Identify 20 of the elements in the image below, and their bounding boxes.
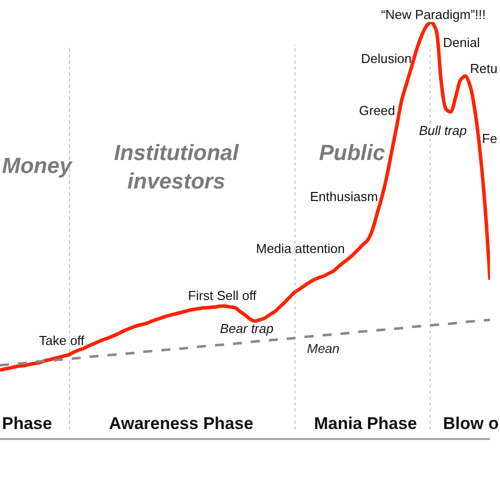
annotation: Media attention	[256, 241, 345, 256]
annotation: Enthusiasm	[310, 189, 378, 204]
annotation: Denial	[443, 35, 480, 50]
annotation: Money	[2, 153, 74, 178]
annotation: First Sell off	[188, 288, 257, 303]
annotation: Retu	[470, 61, 498, 76]
annotation: Mania Phase	[314, 414, 417, 433]
annotation: Blow o	[443, 414, 499, 433]
annotation: Bull trap	[419, 123, 467, 138]
annotation: Greed	[359, 103, 396, 118]
annotation: Public	[319, 140, 386, 165]
annotation: Bear trap	[220, 321, 274, 336]
annotation: Delusion	[361, 51, 412, 66]
annotation: Fe	[482, 131, 498, 146]
annotation: Phase	[2, 414, 52, 433]
annotation: Institutional investors	[114, 140, 240, 194]
series-label: Mean	[307, 341, 340, 356]
annotation: Awareness Phase	[109, 414, 254, 433]
annotation: “New Paradigm”!!!	[381, 7, 486, 22]
annotation: Take off	[39, 333, 85, 348]
